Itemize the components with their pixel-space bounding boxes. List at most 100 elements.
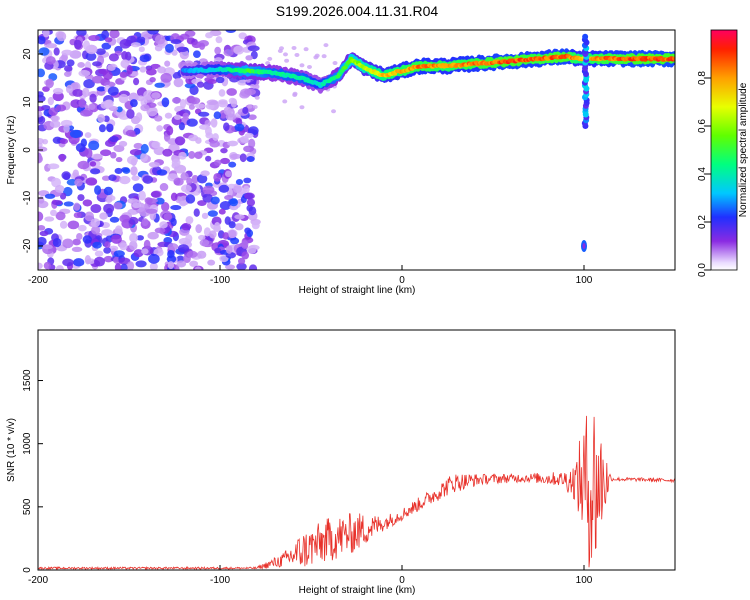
noise-cell (110, 151, 117, 159)
noise-cell (140, 152, 149, 162)
noise-cell (242, 185, 250, 194)
noise-cell (48, 107, 58, 116)
noise-cell (119, 242, 128, 251)
snr-y-ticks: 0 500 1000 1500 (22, 369, 43, 573)
noise-cell (185, 234, 193, 243)
noise-cell (228, 221, 236, 229)
noise-cell (233, 45, 245, 55)
noise-cell (241, 251, 250, 260)
spectrogram-cells (38, 30, 675, 270)
noise-cell (49, 120, 61, 128)
noise-cell (119, 71, 128, 78)
noise-cell (101, 175, 111, 181)
noise-cell (252, 105, 258, 110)
noise-cell (197, 200, 207, 206)
noise-cell (223, 106, 232, 116)
noise-cell (54, 184, 65, 193)
noise-cell (195, 224, 203, 234)
spectrogram-x-ticks: -200 -100 0 100 (28, 265, 593, 286)
colorbar-tick-label: 0.0 (697, 263, 708, 277)
noise-cell (65, 84, 74, 94)
noise-cell (156, 125, 164, 132)
noise-cell (128, 208, 137, 215)
noise-cell (76, 30, 87, 37)
noise-cell (38, 36, 46, 45)
y-tick-label: 1000 (22, 432, 33, 455)
noise-cell (243, 177, 252, 184)
noise-cell (45, 56, 56, 65)
noise-cell (62, 258, 74, 267)
noise-cell (247, 114, 257, 121)
noise-cell (38, 146, 48, 152)
noise-cell (101, 42, 112, 50)
noise-cell (246, 156, 255, 162)
noise-cell (136, 36, 146, 43)
noise-cell (83, 79, 95, 89)
chart-title: S199.2026.004.11.31.R04 (276, 3, 439, 19)
noise-cell (138, 190, 146, 201)
noise-cell (64, 65, 73, 72)
y-tick-label: 20 (22, 48, 33, 60)
noise-cell (194, 151, 203, 159)
noise-cell (98, 124, 106, 133)
noise-cell (188, 104, 195, 110)
noise-cell (122, 167, 131, 174)
noise-cell (229, 153, 242, 159)
noise-cell (59, 220, 68, 229)
noise-cell (133, 142, 143, 150)
x-tick-label: 100 (576, 275, 593, 286)
noise-cell (279, 46, 285, 51)
noise-cell (88, 140, 100, 151)
noise-cell (77, 62, 86, 68)
noise-cell (38, 211, 44, 222)
x-tick-label: -100 (210, 275, 230, 286)
noise-cell (82, 40, 90, 51)
noise-cell (102, 71, 113, 80)
y-tick-label: 1500 (22, 369, 33, 392)
noise-cell (84, 132, 92, 138)
noise-cell (174, 114, 182, 120)
noise-cell (194, 266, 202, 270)
noise-cell (267, 56, 273, 61)
noise-cell (233, 185, 242, 193)
noise-cell (120, 263, 128, 270)
noise-cell (140, 143, 149, 154)
noise-cell (66, 59, 75, 67)
noise-cell (136, 235, 144, 241)
noise-cell (94, 250, 104, 257)
noise-cell (84, 255, 91, 265)
noise-cell (126, 155, 138, 165)
noise-cell (247, 104, 253, 109)
noise-cell (224, 170, 232, 178)
noise-cell (214, 221, 221, 231)
noise-cell (299, 105, 305, 110)
noise-cell (101, 30, 110, 40)
noise-cell (55, 104, 67, 112)
x-tick-label: 100 (576, 575, 593, 586)
noise-cell (127, 198, 139, 204)
noise-cell (215, 36, 223, 44)
noise-cell (161, 97, 170, 108)
noise-cell (331, 109, 337, 114)
noise-cell (109, 30, 120, 39)
noise-cell (38, 196, 45, 204)
noise-cell (166, 255, 177, 264)
noise-cell (63, 71, 72, 77)
noise-cell (96, 86, 106, 92)
noise-cell (173, 77, 184, 88)
noise-cell (38, 153, 43, 163)
noise-cell (38, 236, 47, 246)
noise-cell (179, 98, 187, 109)
noise-cell (52, 91, 64, 102)
x-tick-label: 0 (399, 575, 405, 586)
noise-cell (167, 243, 179, 251)
noise-cell (62, 238, 74, 249)
noise-cell (43, 261, 51, 270)
noise-cell (108, 174, 117, 181)
noise-cell (51, 199, 63, 206)
noise-cell (129, 232, 139, 243)
noise-cell (225, 264, 236, 270)
noise-cell (213, 172, 222, 182)
noise-cell (52, 237, 62, 248)
